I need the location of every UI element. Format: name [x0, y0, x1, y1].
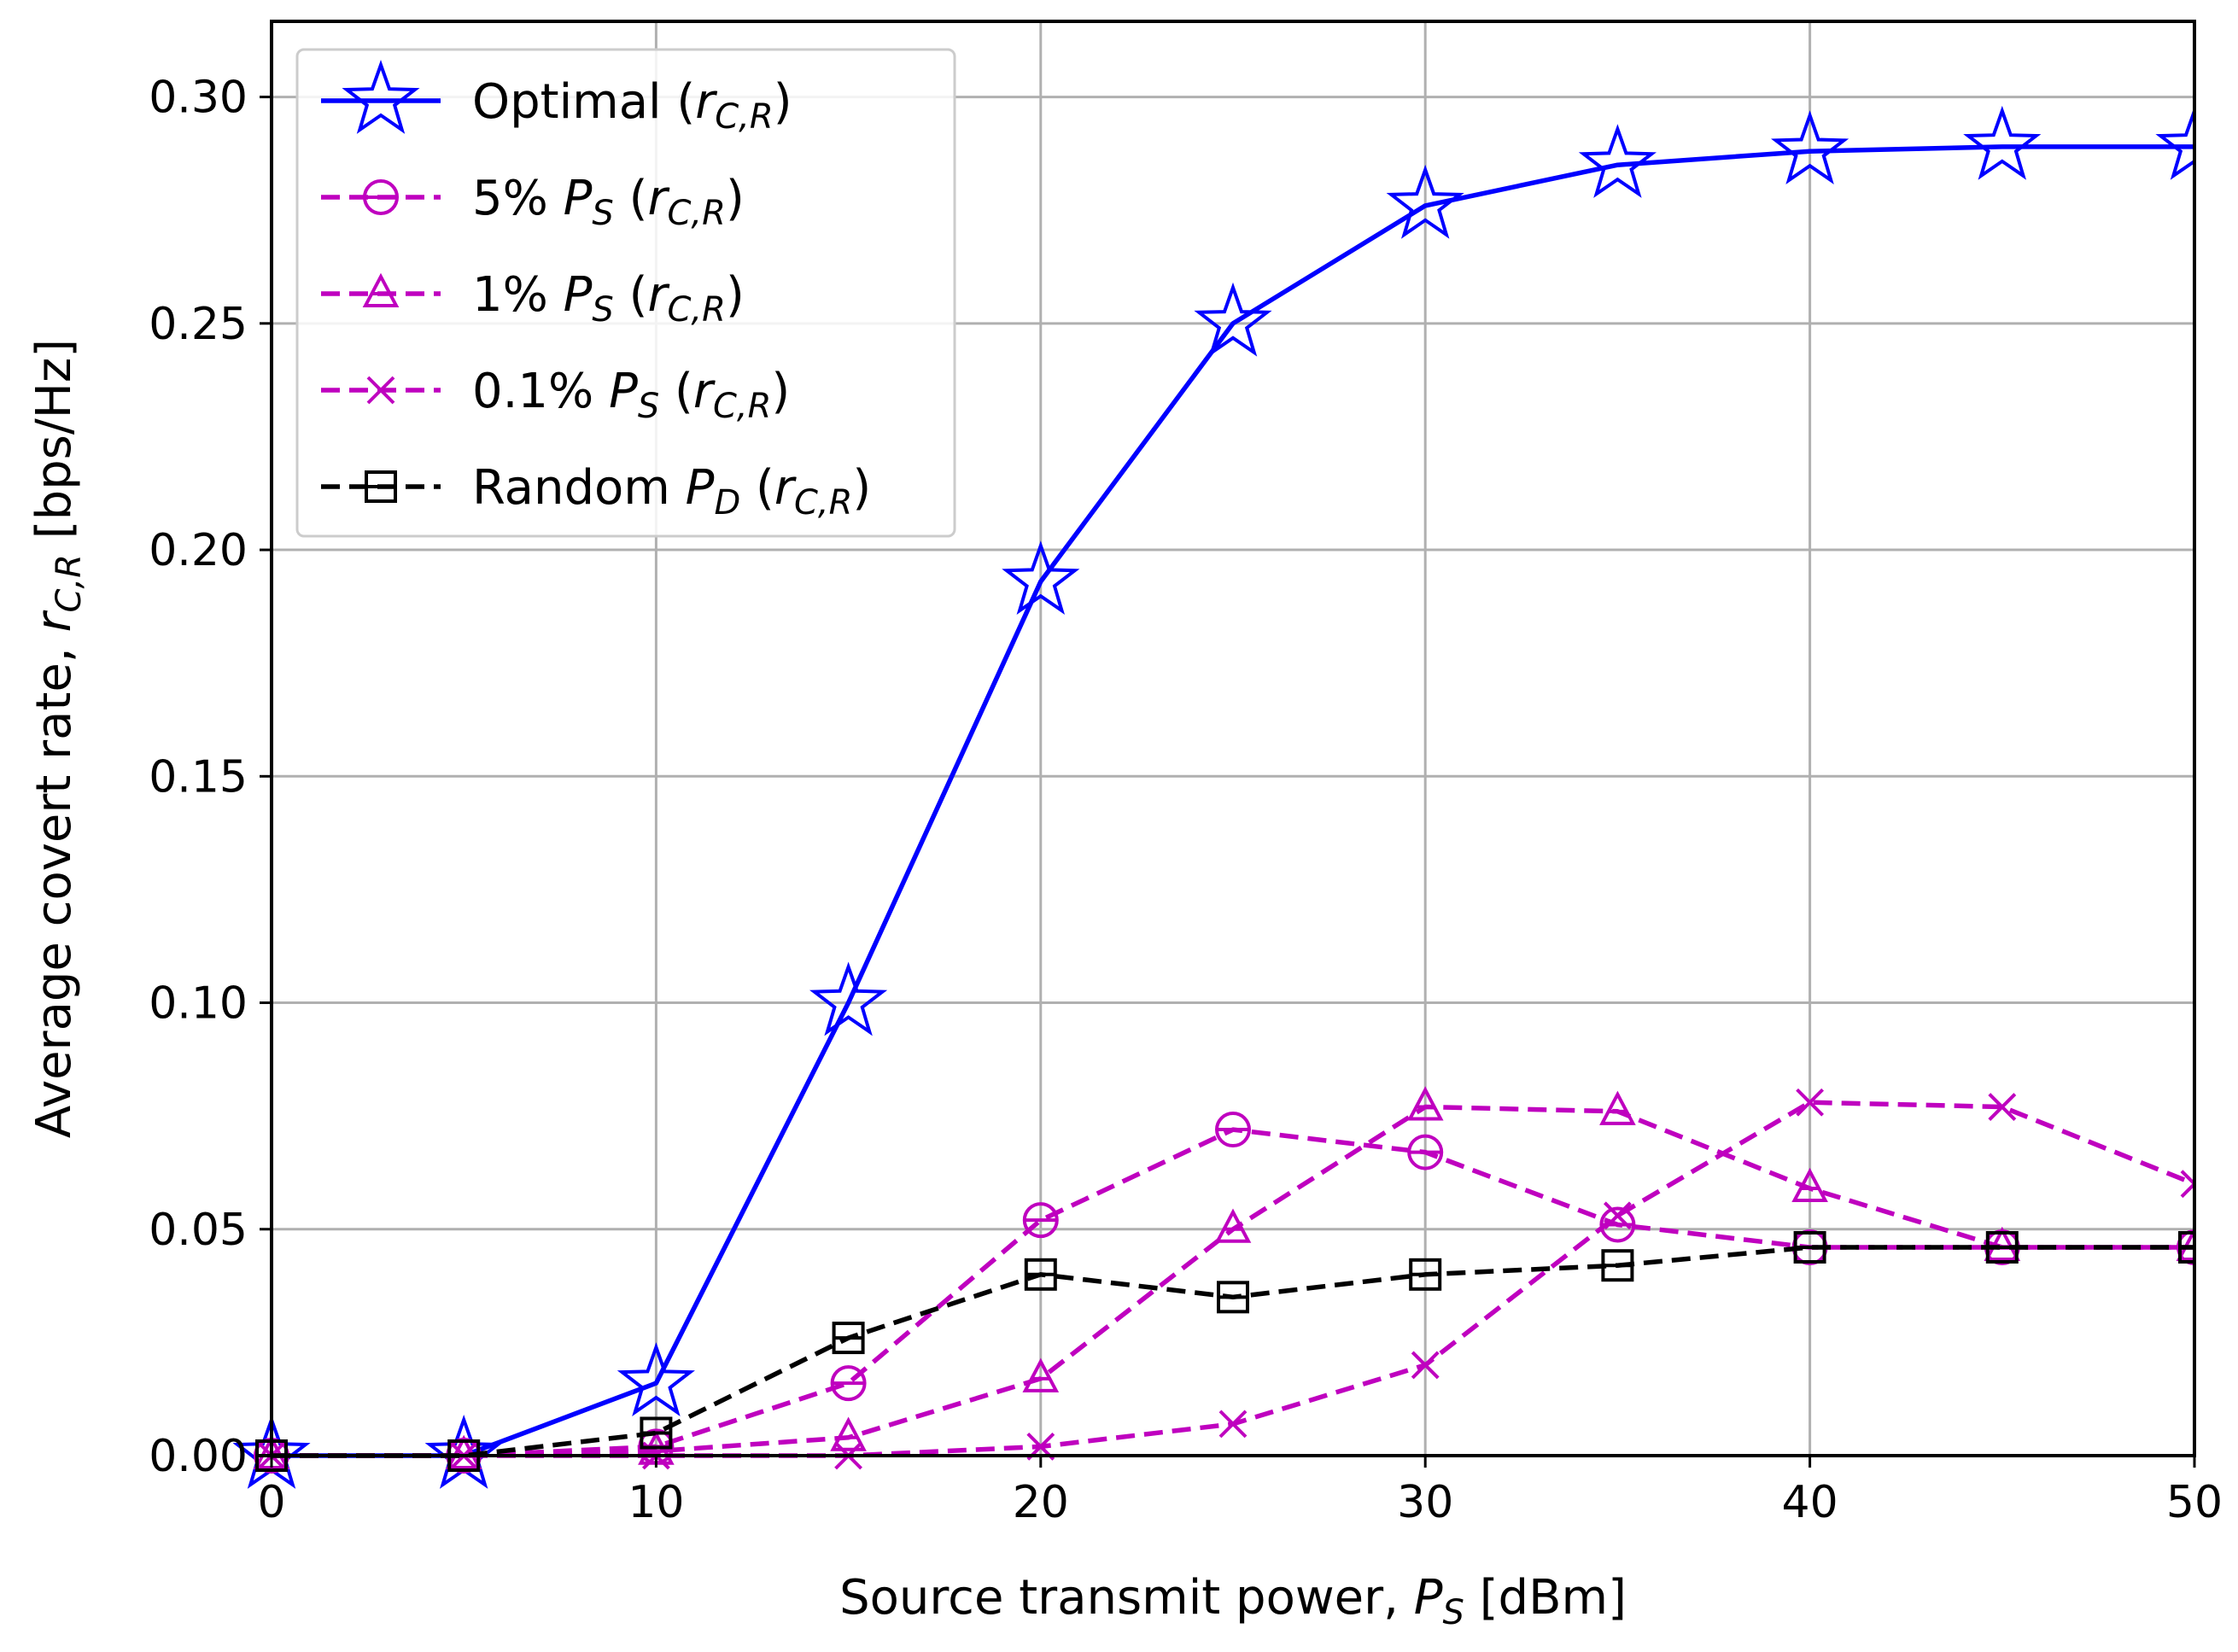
- data-point: [1217, 1281, 1249, 1314]
- data-point: [1601, 1249, 1634, 1282]
- data-point: [1963, 105, 2042, 180]
- data-point: [1578, 124, 1657, 198]
- data-point: [1796, 1088, 1825, 1117]
- data-point: [1791, 1167, 1828, 1203]
- legend-box: [295, 48, 956, 538]
- data-point: [1793, 1230, 1826, 1264]
- y-tick-label: 0.10: [149, 978, 248, 1030]
- data-point: [1024, 1258, 1057, 1291]
- data-point: [1194, 282, 1272, 357]
- ticks-layer: 0 10 20 30 40 50 0.00 0.05 0.10 0.15 0.20 0.25 0.30: [149, 73, 2223, 1528]
- series-line: [272, 1127, 2194, 1458]
- x-tick-label: 50: [2166, 1477, 2223, 1528]
- data-point: [1988, 1093, 2017, 1121]
- data-point: [830, 1365, 867, 1402]
- data-point: [1409, 1258, 1442, 1291]
- data-point: [1603, 1201, 1632, 1230]
- data-point: [1214, 1208, 1252, 1243]
- y-tick-label: 0.05: [149, 1205, 248, 1256]
- data-point: [1771, 110, 1849, 185]
- data-point: [1386, 164, 1464, 239]
- legend-marker: [362, 272, 400, 307]
- x-axis-title: Source transmit power, PS [dBm]: [839, 1570, 1627, 1632]
- legend-marker: [363, 179, 399, 215]
- legend-marker: [365, 470, 397, 503]
- x-tick-label: 0: [257, 1477, 285, 1528]
- y-axis-title: Average covert rate, rC,R [bps/Hz]: [26, 339, 89, 1138]
- data-point: [2178, 1230, 2194, 1264]
- series-line: [272, 1100, 2194, 1458]
- y-tick-label: 0.00: [149, 1431, 248, 1482]
- data-point: [830, 1416, 867, 1451]
- series-line: [272, 144, 2194, 1458]
- x-tick-label: 10: [628, 1477, 684, 1528]
- data-point: [1985, 1230, 2019, 1264]
- plot-frame: [270, 20, 2196, 1457]
- series-4: [255, 1230, 2194, 1472]
- data-point: [1002, 540, 1080, 616]
- legend: Optimal (rC,R)5% PS (rC,R)1% PS (rC,R)0.…: [295, 48, 956, 538]
- data-point: [2180, 1170, 2194, 1199]
- y-tick-label: 0.30: [149, 73, 248, 124]
- data-point: [616, 1342, 695, 1416]
- data-point: [832, 1322, 865, 1355]
- series-layer: [233, 105, 2194, 1489]
- x-tick-label: 20: [1013, 1477, 1069, 1528]
- data-point: [640, 1416, 673, 1450]
- data-point: [809, 961, 888, 1036]
- data-point: [1411, 1351, 1440, 1380]
- series-0: [233, 105, 2194, 1489]
- data-point: [1218, 1410, 1248, 1439]
- legend-marker: [342, 60, 420, 134]
- data-point: [1406, 1086, 1444, 1121]
- y-tick-label: 0.15: [149, 751, 248, 803]
- data-point: [1022, 1202, 1059, 1239]
- y-tick-label: 0.25: [149, 299, 248, 350]
- x-tick-label: 30: [1397, 1477, 1453, 1528]
- data-point: [1599, 1090, 1636, 1125]
- y-tick-label: 0.20: [149, 525, 248, 576]
- data-point: [1215, 1112, 1251, 1148]
- series-1: [254, 1112, 2194, 1474]
- axis-labels: Source transmit power, PS [dBm] Average c…: [26, 339, 1627, 1632]
- data-point: [1407, 1134, 1444, 1170]
- data-point: [1022, 1357, 1060, 1392]
- legend-marker: [366, 376, 395, 405]
- data-point: [2155, 105, 2194, 180]
- x-tick-label: 40: [1782, 1477, 1838, 1528]
- data-point: [424, 1415, 503, 1489]
